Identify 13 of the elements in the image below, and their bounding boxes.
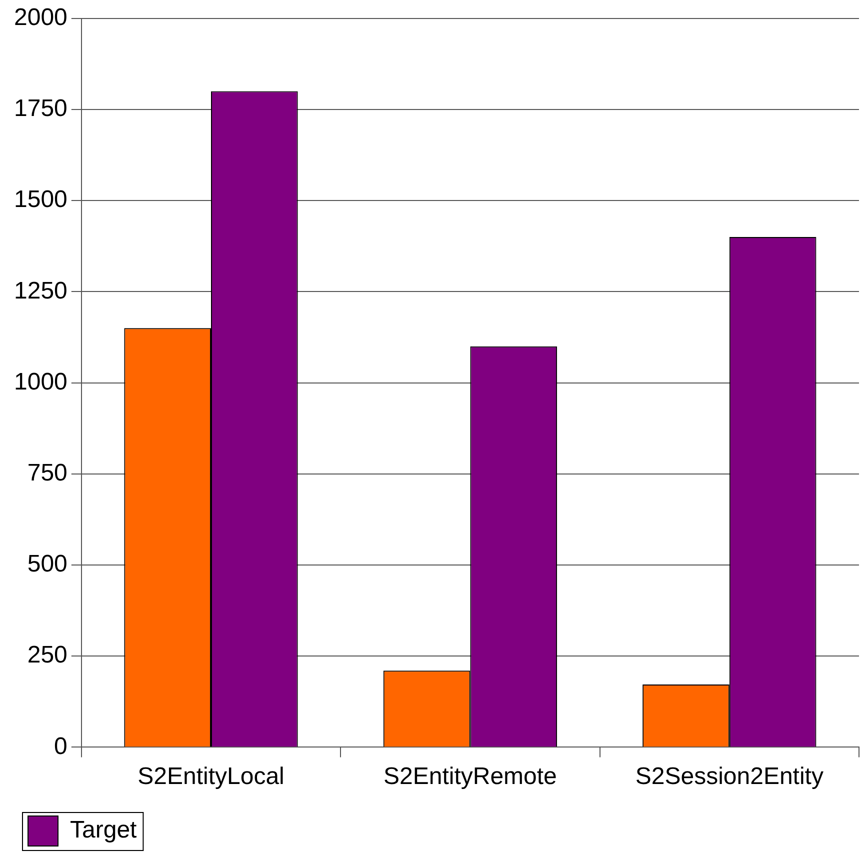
legend-label: Target xyxy=(70,816,138,844)
x-tick-label: S2EntityRemote xyxy=(383,763,557,790)
y-tick-label: 500 xyxy=(27,550,68,578)
y-tick-label: 250 xyxy=(27,642,68,669)
y-tick-label: 1250 xyxy=(14,277,68,304)
y-tick-label: 750 xyxy=(27,460,68,487)
y-tick-label: 0 xyxy=(54,732,68,760)
x-tick-label: S2Session2Entity xyxy=(635,763,824,790)
y-tick-label: 2000 xyxy=(14,4,68,32)
x-tick-label: S2EntityLocal xyxy=(138,763,284,790)
y-tick-label: 1000 xyxy=(14,368,68,396)
y-tick-label: 1750 xyxy=(14,95,68,122)
y-tick-label: 1500 xyxy=(14,186,68,214)
